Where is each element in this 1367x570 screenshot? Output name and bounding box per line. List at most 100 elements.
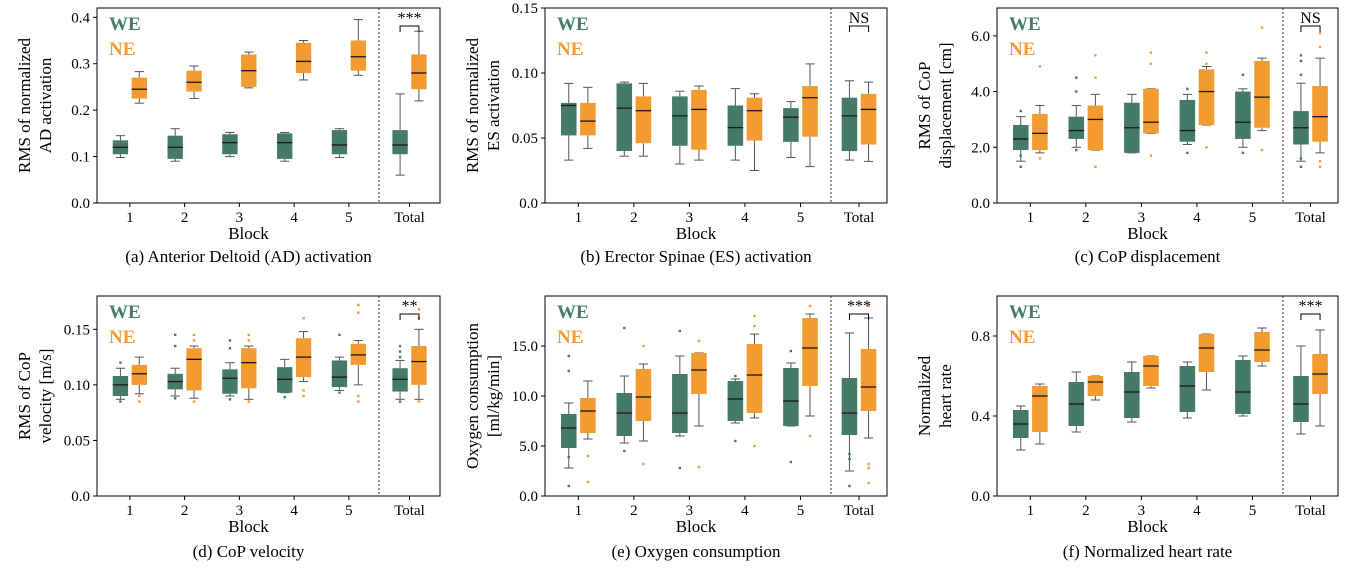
x-tick-label: 3 [686, 210, 694, 226]
box-iqr [1293, 376, 1309, 422]
outlier-point [357, 303, 360, 307]
chart-panel-5: 0.0 5.0 10.0 15.0 1 2 3 4 5 Total Block Oxygen cons… [463, 295, 888, 561]
outlier-point [867, 304, 870, 308]
box-iqr [841, 97, 858, 151]
x-tick-label: Total [394, 210, 425, 226]
outlier-point [1318, 160, 1322, 163]
outlier-point [848, 452, 851, 456]
box-iqr [112, 376, 129, 396]
box-we-4 [1179, 361, 1196, 419]
x-tick-label: 4 [741, 210, 749, 226]
outlier-point [789, 349, 793, 353]
box-ne-5 [350, 19, 366, 76]
y-tick-label: 5.0 [519, 439, 538, 455]
box-iqr [746, 344, 763, 413]
box-we-2 [167, 128, 183, 162]
y-axis-label: Normalized [915, 355, 934, 436]
x-tick-label: 4 [1193, 503, 1201, 519]
box-ne-Total [1312, 329, 1328, 427]
box-iqr [331, 360, 348, 388]
outlier-point [173, 344, 177, 348]
box-iqr [691, 89, 707, 150]
significance-label: *** [1299, 298, 1323, 315]
outlier-point [302, 394, 305, 398]
x-tick-label: 5 [345, 210, 353, 226]
box-ne-5 [1254, 327, 1270, 367]
legend-ne: NE [109, 39, 135, 60]
outlier-point [848, 484, 851, 488]
box-iqr [1235, 360, 1251, 414]
significance-bracket [1300, 313, 1321, 320]
y-axis-label: heart rate [936, 364, 955, 428]
legend-we: WE [557, 302, 589, 323]
x-tick-label: 2 [181, 503, 189, 519]
y-axis-label: displacement [cm] [936, 42, 955, 168]
outlier-point [867, 462, 870, 466]
chart-caption: (c) CoP displacement [1075, 247, 1221, 266]
outlier-point [119, 361, 122, 364]
box-we-5 [783, 349, 799, 464]
chart-panel-2: 0.0 0.05 0.10 0.15 1 2 3 4 5 Total Block RMS of nor… [463, 1, 888, 266]
y-tick-label: 10.0 [512, 389, 538, 405]
outlier-point [848, 457, 851, 461]
outlier-point [753, 324, 756, 328]
significance-label: *** [847, 298, 871, 315]
outlier-point [1094, 165, 1097, 168]
box-iqr [802, 318, 818, 386]
box-iqr [1068, 116, 1085, 139]
plot-frame [96, 295, 441, 497]
outlier-point [398, 350, 402, 353]
box-we-5 [331, 333, 348, 394]
box-we-2 [1068, 76, 1085, 152]
outlier-point [567, 455, 570, 459]
x-axis-label: Block [228, 517, 269, 536]
x-tick-label: 3 [236, 210, 244, 226]
box-ne-3 [241, 333, 257, 403]
outlier-point [586, 480, 590, 484]
outlier-point [753, 444, 756, 448]
box-ne-3 [691, 85, 707, 161]
chart-caption: (a) Anterior Deltoid (AD) activation [125, 247, 372, 266]
x-tick-label: Total [1295, 503, 1326, 519]
outlier-point [1149, 62, 1153, 65]
box-we-4 [727, 88, 744, 161]
box-we-Total [1293, 345, 1309, 435]
chart-panel-4: 0.0 0.05 0.10 0.15 1 2 3 4 5 Total Block RMS of CoP… [15, 295, 441, 561]
box-ne-4 [1198, 333, 1215, 391]
box-iqr [1198, 334, 1215, 372]
box-iqr [635, 369, 652, 421]
outlier-point [1019, 165, 1022, 168]
y-axis-label: RMS of normalized [463, 37, 482, 173]
outlier-point [1075, 90, 1078, 93]
legend-we: WE [109, 302, 141, 323]
box-we-Total [392, 93, 408, 176]
y-axis-label: RMS of CoP [915, 62, 934, 150]
legend-we: WE [1009, 14, 1041, 35]
y-axis-label: Oxygen consumption [463, 323, 482, 469]
box-iqr [1254, 60, 1270, 128]
significance-bracket [1300, 25, 1321, 32]
box-we-1 [112, 135, 129, 158]
x-tick-label: 4 [741, 503, 749, 519]
box-iqr [580, 398, 596, 433]
box-we-5 [331, 128, 348, 158]
x-axis-label: Block [676, 517, 717, 536]
box-iqr [295, 42, 312, 73]
outlier-point [138, 394, 141, 398]
y-axis-label: [ml/kg/min] [484, 355, 503, 437]
outlier-point [1260, 148, 1264, 152]
box-iqr [616, 83, 633, 151]
x-tick-label: 2 [1082, 210, 1090, 226]
outlier-point [173, 333, 177, 337]
box-iqr [392, 130, 408, 155]
outlier-point [1299, 59, 1303, 63]
box-ne-2 [186, 333, 202, 403]
outlier-point [1149, 154, 1153, 157]
box-ne-1 [580, 86, 596, 149]
outlier-point [1019, 109, 1022, 113]
box-ne-3 [1143, 355, 1159, 389]
box-iqr [411, 54, 427, 90]
y-axis-label: AD activation [36, 57, 55, 153]
x-tick-label: 1 [126, 210, 134, 226]
x-tick-label: 3 [1138, 503, 1146, 519]
